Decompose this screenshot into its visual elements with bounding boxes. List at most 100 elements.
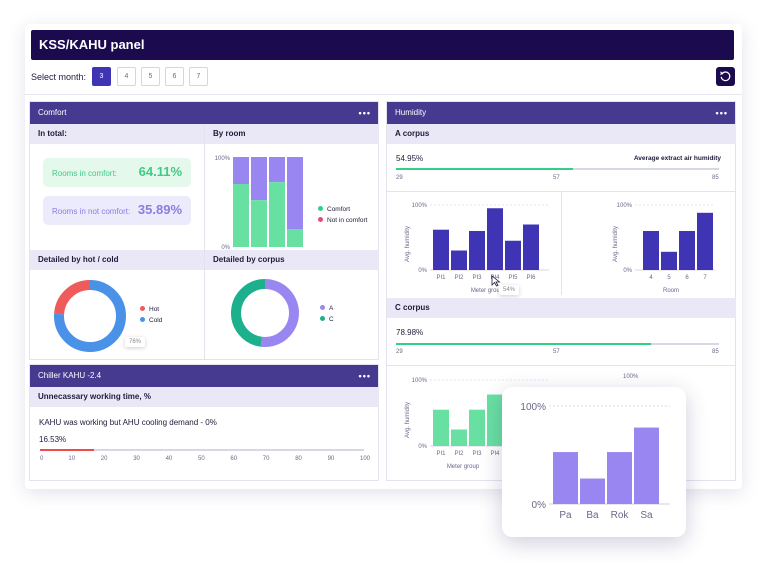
c-chart1-xlabel: Meter group [447,464,480,470]
by-room-ytick-100: 100% [215,156,231,162]
a-chart1-xlabel: Meter group [471,288,504,294]
a-chart1-xlabel-PI6: PI6 [526,275,536,281]
a-tick-57: 57 [553,175,560,181]
chiller-progress-track [40,449,364,451]
c-chart1-xlabel-PI1: PI1 [436,451,446,457]
rooms-in-comfort-value: 64.11% [138,164,182,179]
legend-hot-label: Hot [149,306,160,313]
by-room-ytick-0: 0% [221,245,230,250]
month-button-7[interactable]: 7 [189,67,208,86]
comfort-menu-button[interactable]: ••• [358,108,371,118]
by-room-bar-not-comfort-8 [233,157,249,184]
chiller-title: Chiller KAHU -2.4 [38,371,102,380]
by-corpus-title: Detailed by corpus [205,250,379,270]
c-corpus-track [396,343,719,345]
c-corpus-fill [396,343,652,345]
c-chart1-bar-PI4 [487,394,503,446]
comfort-header: Comfort ••• [30,102,378,124]
legend-comfort-label: Comfort [327,206,351,213]
chiller-tick-10: 10 [68,456,76,462]
c-chart1-ytick-0: 0% [418,444,427,450]
c-chart1-ylabel: Avg. humidity [405,402,411,438]
legend-a: A [320,305,333,312]
legend-not-comfort: Not in comfort [318,217,367,224]
a-chart2-ylabel: Avg. humidity [613,226,619,262]
a-chart2-xlabel: Room [663,288,679,294]
comfort-panel: Comfort ••• In total: By room Rooms in c… [29,101,379,360]
c-tick-85: 85 [712,349,719,355]
c-corpus-percent: 78.98% [396,328,424,337]
a-chart1-bar-PI5 [505,240,521,270]
chiller-tick-90: 90 [327,456,335,462]
c-chart1-ytick-100: 100% [412,378,428,384]
legend-c: C [320,316,334,323]
a-chart2-ytick-100: 100% [617,203,633,209]
legend-c-label: C [329,316,334,323]
rooms-in-comfort-label: Rooms in comfort: [52,169,117,178]
a-chart2-ytick-0: 0% [623,268,632,274]
a-chart-meter-group: Avg. humidity 100% 0% PI1 PI2 PI3 PI4 PI5 PI6… [405,203,549,294]
chiller-tick-0: 0 [40,456,44,462]
corpus-donut [231,279,299,347]
a-corpus-track [396,168,719,170]
a-chart2-bar-7 [697,212,713,270]
popup-ytick-0: 0% [532,500,547,511]
rooms-in-comfort-card: Rooms in comfort: 64.11% [43,158,191,187]
c-chart1-xlabel-PI4: PI4 [490,451,500,457]
c-chart2-ytick-100: 100% [623,374,639,380]
by-room-title: By room [205,124,379,144]
a-chart1-xlabel-PI5: PI5 [508,275,518,281]
legend-hot: Hot [140,306,159,313]
a-chart-room: Avg. humidity 100% 0% 4 5 6 7 Room [613,203,715,294]
a-corpus-title: A corpus [387,124,736,144]
hot-cold-tooltip: 76% [125,337,146,347]
c-swatch [320,316,325,321]
c-tick-57: 57 [553,349,560,355]
hot-swatch [140,306,145,311]
popup-bar-Pa [553,452,578,504]
a-chart2-xlabel-7: 7 [703,275,707,281]
a-chart2-bar-4 [643,231,659,270]
c-corpus-title: C corpus [387,298,736,318]
chiller-tick-100: 100 [360,456,371,462]
popup-bar-Sa [634,427,659,504]
c-chart1-xlabel-PI3: PI3 [472,451,482,457]
refresh-button[interactable] [716,67,735,86]
by-room-chart: 100% 0% [215,156,303,250]
a-chart1-xlabel-PI3: PI3 [472,275,482,281]
popup-xlabel-Pa: Pa [559,510,572,521]
popup-chart: 100% 0% Pa Ba Rok Sa [520,402,670,521]
chiller-tick-30: 30 [133,456,140,462]
a-chart2-xlabel-6: 6 [685,275,689,281]
rooms-not-comfort-label: Rooms in not comfort: [52,207,131,216]
month-button-3[interactable]: 3 [92,67,111,86]
comfort-vertical-divider [204,124,205,360]
corpus-slice-a [260,279,299,347]
chiller-tick-40: 40 [165,456,173,462]
a-chart1-bar-PI2 [451,250,467,270]
chiller-percent: 16.53% [39,435,67,444]
a-chart1-bar-PI6 [523,224,539,270]
a-chart1-ylabel: Avg. humidity [405,226,411,262]
a-chart1-xlabel-PI1: PI1 [436,275,446,281]
popup-xlabel-Ba: Ba [586,510,599,521]
a-chart2-bar-6 [679,231,695,270]
c-chart1-bar-PI2 [451,429,467,446]
popup-ytick-100: 100% [520,402,546,413]
humidity-menu-button[interactable]: ••• [715,108,728,118]
chiller-menu-button[interactable]: ••• [358,371,371,381]
app-title: KSS/KAHU panel [31,30,734,60]
month-button-6[interactable]: 6 [165,67,184,86]
hot-cold-slice-hot [54,280,91,315]
toolbar-divider [25,94,742,95]
in-total-title: In total: [30,124,204,144]
month-button-5[interactable]: 5 [141,67,160,86]
chiller-tick-50: 50 [198,456,205,462]
legend-cold: Cold [140,317,162,324]
month-button-4[interactable]: 4 [117,67,136,86]
legend-not-comfort-label: Not in comfort [327,217,368,224]
popup-xlabel-Sa: Sa [640,510,653,521]
a-tick-29: 29 [396,175,403,181]
hot-cold-title: Detailed by hot / cold [30,250,204,270]
not-comfort-swatch [318,217,323,222]
